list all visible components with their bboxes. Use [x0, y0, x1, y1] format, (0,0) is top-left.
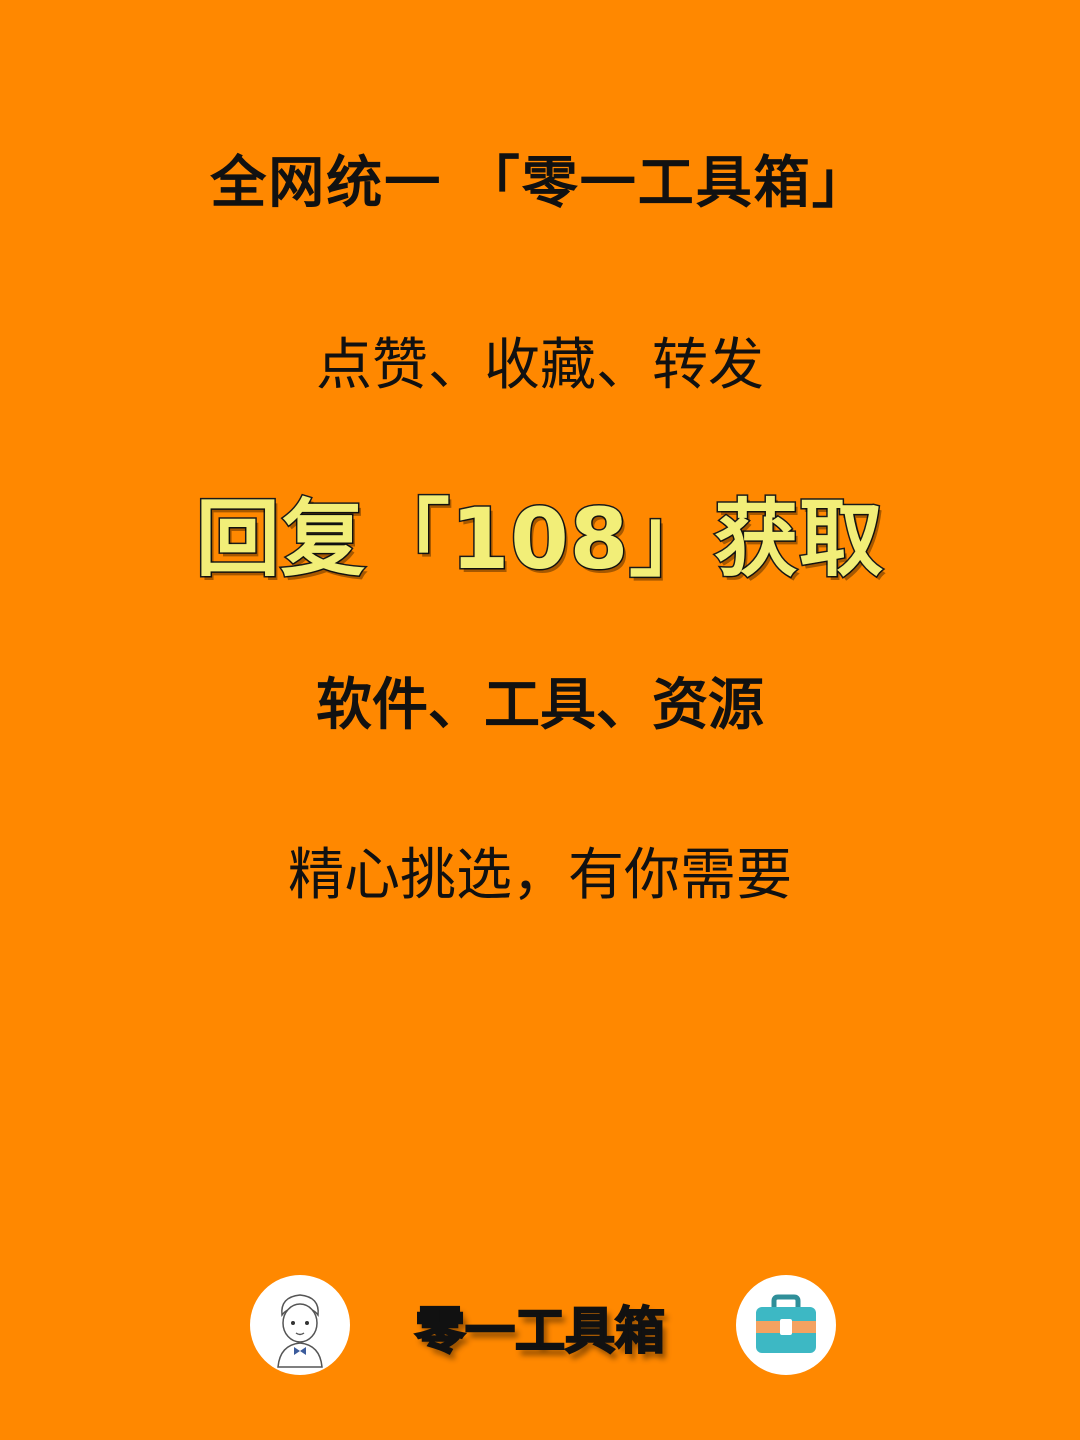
- brand-name: 零一工具箱: [414, 1301, 666, 1361]
- cta-text: 回复「108」获取: [194, 489, 885, 590]
- avatar-cartoon-icon: [250, 1275, 350, 1375]
- categories-text: 软件、工具、资源: [316, 673, 764, 738]
- actions-text: 点赞、收藏、转发: [316, 333, 764, 398]
- headline: 全网统一 「零一工具箱」: [210, 151, 870, 216]
- toolbox-icon: [736, 1275, 836, 1375]
- tagline: 精心挑选，有你需要: [288, 843, 792, 908]
- footer-bar: 零一工具箱: [0, 1275, 1080, 1375]
